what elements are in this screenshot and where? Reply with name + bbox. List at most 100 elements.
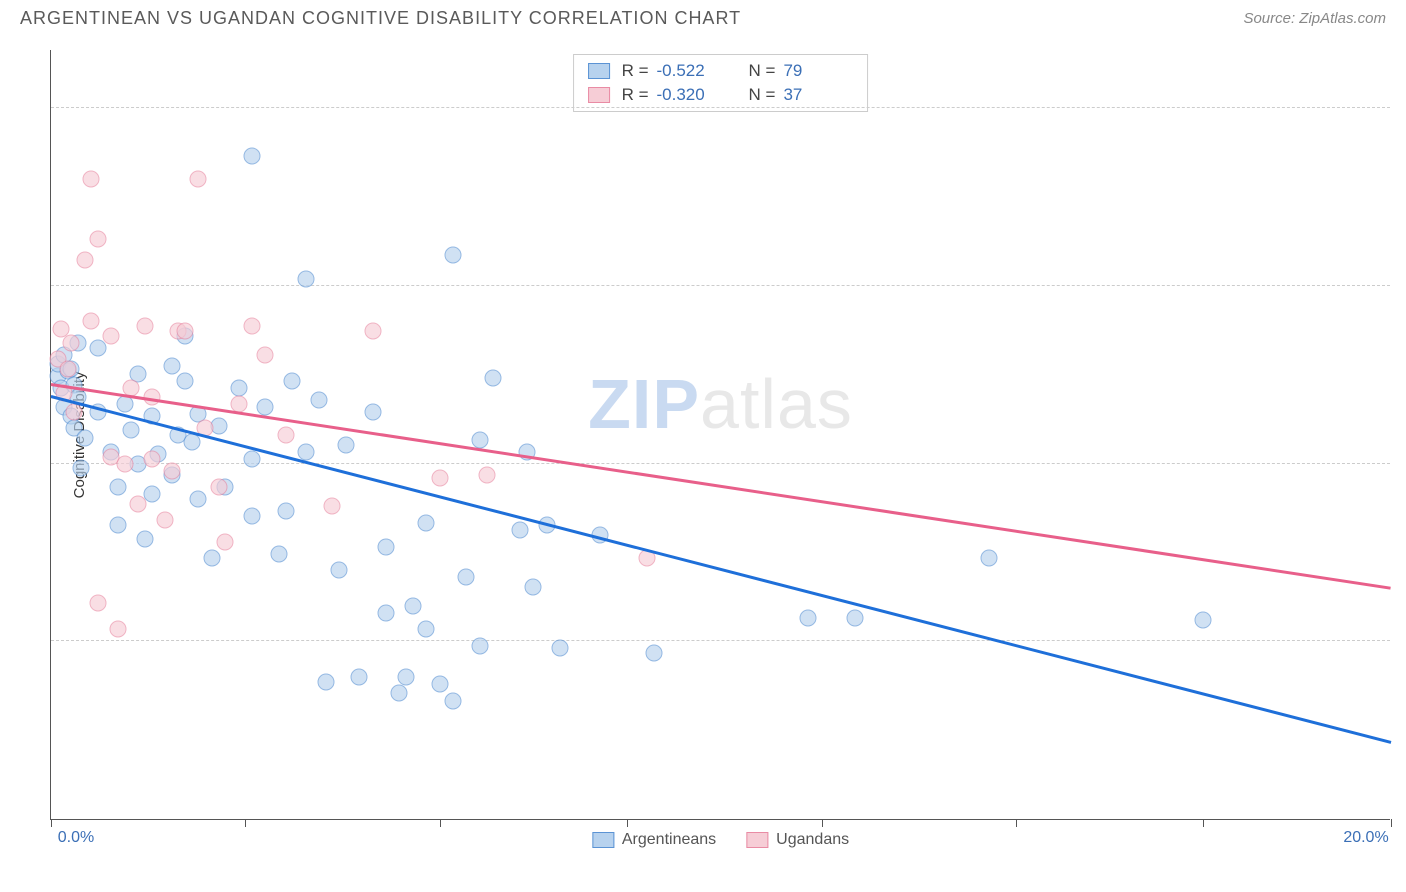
gridline: [51, 107, 1390, 108]
scatter-point: [203, 550, 220, 567]
trend-line: [51, 383, 1391, 589]
scatter-point: [244, 450, 261, 467]
scatter-point: [378, 604, 395, 621]
scatter-point: [136, 318, 153, 335]
scatter-point: [552, 640, 569, 657]
scatter-point: [66, 403, 83, 420]
x-tick: [1016, 819, 1017, 827]
scatter-point: [183, 434, 200, 451]
scatter-point: [110, 621, 127, 638]
scatter-point: [83, 313, 100, 330]
scatter-point: [190, 491, 207, 508]
scatter-point: [103, 327, 120, 344]
scatter-point: [331, 562, 348, 579]
scatter-point: [431, 469, 448, 486]
scatter-point: [337, 436, 354, 453]
scatter-point: [257, 398, 274, 415]
scatter-point: [136, 531, 153, 548]
scatter-point: [163, 462, 180, 479]
x-tick: [245, 819, 246, 827]
swatch-argentineans: [588, 63, 610, 79]
scatter-point: [190, 171, 207, 188]
stats-row-argentineans: R = -0.522 N = 79: [574, 59, 868, 83]
scatter-point: [471, 638, 488, 655]
scatter-point: [364, 403, 381, 420]
scatter-point: [525, 578, 542, 595]
x-tick: [627, 819, 628, 827]
scatter-point: [244, 318, 261, 335]
gridline: [51, 285, 1390, 286]
scatter-point: [73, 460, 90, 477]
trend-line: [51, 395, 1392, 743]
scatter-point: [1195, 612, 1212, 629]
scatter-point: [847, 609, 864, 626]
scatter-point: [156, 512, 173, 529]
gridline: [51, 640, 1390, 641]
legend-item-argentineans: Argentineans: [592, 831, 716, 849]
x-tick-label: 20.0%: [1343, 829, 1388, 847]
scatter-point: [981, 550, 998, 567]
scatter-point: [217, 533, 234, 550]
scatter-point: [646, 645, 663, 662]
legend-label: Argentineans: [622, 831, 716, 849]
scatter-point: [277, 503, 294, 520]
swatch-ugandans: [588, 87, 610, 103]
swatch-ugandans: [746, 832, 768, 848]
scatter-point: [143, 450, 160, 467]
scatter-point: [76, 251, 93, 268]
scatter-point: [110, 479, 127, 496]
scatter-point: [418, 514, 435, 531]
scatter-point: [458, 569, 475, 586]
watermark: ZIPatlas: [588, 364, 853, 444]
scatter-point: [351, 668, 368, 685]
scatter-point: [311, 391, 328, 408]
source-label: Source: ZipAtlas.com: [1243, 10, 1386, 27]
scatter-point: [230, 379, 247, 396]
x-tick: [51, 819, 52, 827]
legend-label: Ugandans: [776, 831, 849, 849]
scatter-point: [244, 147, 261, 164]
scatter-point: [89, 339, 106, 356]
scatter-point: [257, 346, 274, 363]
x-tick: [1391, 819, 1392, 827]
scatter-point: [297, 270, 314, 287]
scatter-point: [378, 538, 395, 555]
x-tick: [822, 819, 823, 827]
scatter-point: [431, 675, 448, 692]
swatch-argentineans: [592, 832, 614, 848]
chart-area: Cognitive Disability ZIPatlas R = -0.522…: [50, 50, 1390, 820]
scatter-point: [89, 230, 106, 247]
scatter-point: [63, 334, 80, 351]
scatter-point: [445, 692, 462, 709]
scatter-point: [244, 507, 261, 524]
scatter-point: [59, 360, 76, 377]
scatter-point: [364, 322, 381, 339]
stats-row-ugandans: R = -0.320 N = 37: [574, 83, 868, 107]
scatter-point: [89, 595, 106, 612]
x-tick: [440, 819, 441, 827]
scatter-point: [478, 467, 495, 484]
x-tick-label: 0.0%: [58, 829, 94, 847]
scatter-point: [284, 372, 301, 389]
scatter-point: [398, 668, 415, 685]
scatter-point: [110, 517, 127, 534]
series-legend: Argentineans Ugandans: [592, 831, 849, 849]
scatter-point: [391, 685, 408, 702]
scatter-point: [116, 455, 133, 472]
scatter-point: [404, 597, 421, 614]
legend-item-ugandans: Ugandans: [746, 831, 849, 849]
stats-legend: R = -0.522 N = 79 R = -0.320 N = 37: [573, 54, 869, 112]
scatter-point: [76, 429, 93, 446]
scatter-point: [210, 479, 227, 496]
chart-title: ARGENTINEAN VS UGANDAN COGNITIVE DISABIL…: [20, 8, 741, 29]
scatter-point: [471, 431, 488, 448]
x-tick: [1203, 819, 1204, 827]
scatter-point: [512, 521, 529, 538]
scatter-point: [418, 621, 435, 638]
scatter-point: [297, 443, 314, 460]
scatter-point: [177, 372, 194, 389]
scatter-point: [83, 171, 100, 188]
scatter-point: [445, 247, 462, 264]
scatter-point: [123, 422, 140, 439]
scatter-point: [324, 498, 341, 515]
